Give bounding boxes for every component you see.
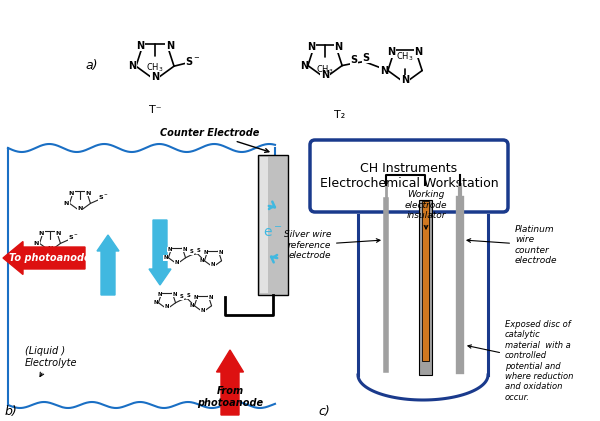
Text: e$^-$: e$^-$ <box>263 226 283 240</box>
Text: N: N <box>64 201 69 206</box>
Text: CH$_3$: CH$_3$ <box>316 64 334 76</box>
Text: (Liquid )
Electrolyte: (Liquid ) Electrolyte <box>25 346 77 376</box>
Text: N: N <box>335 43 343 53</box>
Text: N: N <box>77 206 83 211</box>
Text: N: N <box>211 263 215 267</box>
Text: N: N <box>300 61 308 71</box>
Text: N: N <box>218 250 223 255</box>
Text: N: N <box>203 250 208 255</box>
Text: N: N <box>193 295 198 300</box>
Text: N: N <box>86 191 91 196</box>
Text: a): a) <box>85 59 97 72</box>
Text: N: N <box>321 70 329 80</box>
Text: N: N <box>163 255 167 260</box>
Text: N: N <box>128 61 136 71</box>
Text: Exposed disc of
catalytic
material  with a
controlled
potential and
where reduct: Exposed disc of catalytic material with … <box>468 320 574 402</box>
Text: N: N <box>136 41 145 51</box>
Text: N: N <box>56 231 61 236</box>
Text: N: N <box>401 75 409 85</box>
Bar <box>260 157 268 293</box>
Text: Working
electrode
insulator: Working electrode insulator <box>405 190 447 229</box>
Text: S$^-$: S$^-$ <box>68 233 79 241</box>
Text: N: N <box>201 307 205 312</box>
Text: T⁻: T⁻ <box>149 105 161 115</box>
FancyBboxPatch shape <box>310 140 508 212</box>
Text: S$^-$: S$^-$ <box>185 55 201 67</box>
Text: Platinum
wire
counter
electrode: Platinum wire counter electrode <box>467 225 557 265</box>
Text: To photoanode: To photoanode <box>9 253 91 263</box>
Bar <box>258 155 288 295</box>
Text: N: N <box>175 259 179 264</box>
Text: CH Instruments
Electrochemical Workstation: CH Instruments Electrochemical Workstati… <box>320 162 499 190</box>
Text: S: S <box>350 55 358 64</box>
Text: S$^-$: S$^-$ <box>98 193 109 201</box>
Text: Silver wire
reference
electrode: Silver wire reference electrode <box>284 230 380 260</box>
Text: N: N <box>157 292 162 297</box>
Text: N: N <box>167 247 172 252</box>
Text: N: N <box>165 304 169 309</box>
Text: S: S <box>179 294 184 299</box>
Text: b): b) <box>5 405 18 418</box>
Text: S: S <box>362 53 370 63</box>
Text: N: N <box>307 43 316 53</box>
Text: N: N <box>34 241 39 246</box>
Bar <box>422 201 429 361</box>
Text: From
photoanode: From photoanode <box>197 386 263 408</box>
FancyArrow shape <box>3 242 85 274</box>
Bar <box>419 200 432 375</box>
FancyArrow shape <box>149 220 171 285</box>
Text: c): c) <box>318 405 330 418</box>
Text: T₂: T₂ <box>334 110 346 120</box>
Text: Counter Electrode: Counter Electrode <box>160 128 269 152</box>
Text: N: N <box>172 292 176 297</box>
Text: N: N <box>388 48 395 57</box>
Text: N: N <box>166 41 174 51</box>
Text: N: N <box>189 303 194 308</box>
Text: N: N <box>69 191 74 196</box>
Text: S: S <box>187 293 190 298</box>
Text: N: N <box>47 247 53 251</box>
Text: N: N <box>415 48 422 57</box>
Text: CH$_3$: CH$_3$ <box>396 51 414 63</box>
Text: N: N <box>208 295 212 300</box>
Text: N: N <box>39 231 44 236</box>
FancyArrow shape <box>217 350 244 415</box>
Text: S: S <box>190 249 193 254</box>
FancyArrow shape <box>97 235 119 295</box>
Text: S: S <box>197 248 200 253</box>
Text: N: N <box>151 72 159 82</box>
Text: N: N <box>199 258 203 263</box>
Text: CH$_3$: CH$_3$ <box>146 62 164 75</box>
Text: N: N <box>182 247 187 252</box>
Text: N: N <box>153 300 158 305</box>
Text: N: N <box>380 66 388 75</box>
